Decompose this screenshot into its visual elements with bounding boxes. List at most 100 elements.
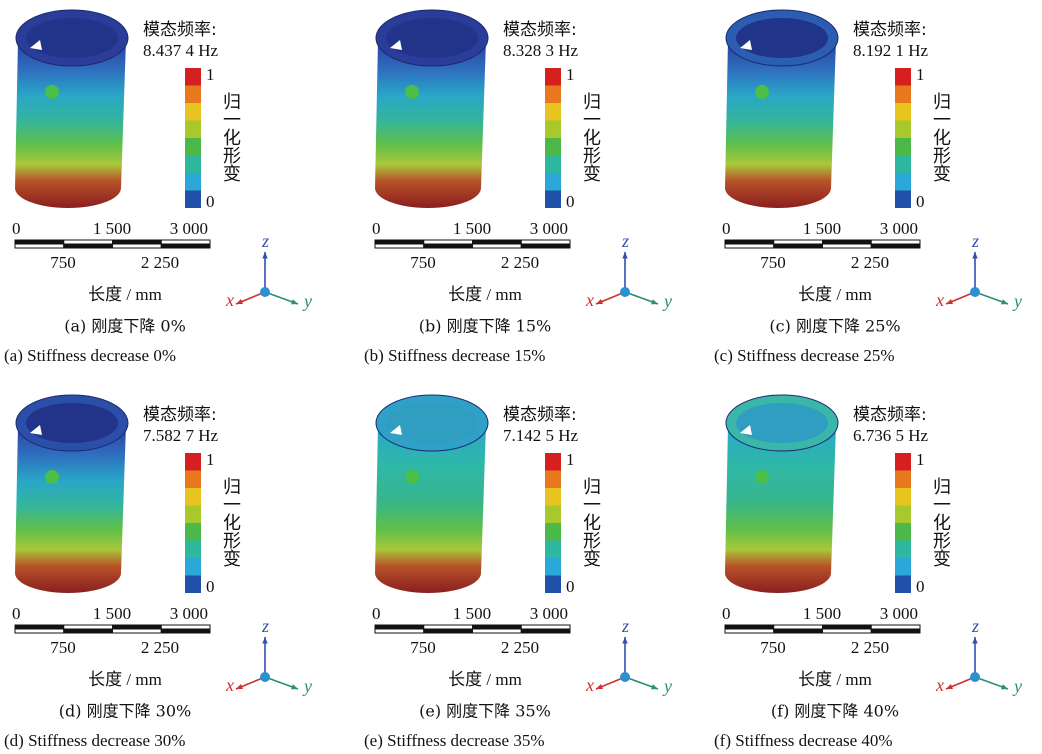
z-axis-head	[622, 637, 627, 643]
colorbar-segment	[185, 471, 201, 489]
scale-label: 2 250	[501, 253, 539, 272]
axis-label: x	[935, 675, 944, 695]
axis-label: y	[662, 676, 672, 696]
scale-label: 2 250	[141, 253, 179, 272]
scale-label: 0	[12, 219, 21, 238]
colorbar-segment	[895, 488, 911, 506]
scale-segment	[424, 244, 473, 248]
scale-segment	[473, 625, 522, 629]
figure: 模态频率:8.437 4 Hz10归一化形变01 5003 0007502 25…	[0, 0, 1042, 754]
scale-label: 2 250	[851, 638, 889, 657]
panel: 模态频率:6.736 5 Hz10归一化形变01 5003 0007502 25…	[714, 395, 1022, 750]
axis-label: x	[585, 290, 594, 310]
colorbar-max: 1	[566, 450, 575, 469]
x-axis-head	[236, 684, 243, 689]
colorbar-segment	[895, 541, 911, 559]
colorbar-segment	[545, 103, 561, 121]
axis-origin	[620, 287, 630, 297]
scale-segment	[424, 629, 473, 633]
scale-segment	[774, 244, 823, 248]
colorbar-segment	[895, 471, 911, 489]
x-axis-head	[596, 684, 603, 689]
colorbar-segment	[895, 121, 911, 139]
caption-en: (d) Stiffness decrease 30%	[4, 731, 185, 750]
scale-segment	[725, 240, 774, 244]
caption-en: (f) Stiffness decrease 40%	[714, 731, 893, 750]
colorbar-segment	[545, 191, 561, 209]
colorbar-title: 归一化形变	[220, 477, 241, 567]
axis-label: z	[621, 231, 629, 251]
scale-segment	[871, 629, 920, 633]
scale-segment	[375, 625, 424, 629]
axis-label: z	[261, 616, 269, 636]
colorbar-segment	[545, 173, 561, 191]
scale-label: 0	[372, 219, 381, 238]
axis-label: x	[225, 290, 234, 310]
colorbar-max: 1	[566, 65, 575, 84]
scale-label: 1 500	[803, 219, 841, 238]
colorbar-min: 0	[566, 577, 575, 596]
colorbar-max: 1	[206, 65, 215, 84]
scale-segment	[823, 240, 872, 244]
scale-segment	[871, 240, 920, 244]
y-axis-head	[1001, 684, 1008, 689]
page: {"panels": [ {"freq_label": "模态频率:", "fr…	[0, 0, 1042, 754]
frequency-label: 模态频率:	[853, 405, 927, 425]
colorbar-segment	[895, 103, 911, 121]
cylinder-inner	[26, 18, 118, 58]
cylinder-inner	[736, 403, 828, 443]
colorbar-segment	[545, 488, 561, 506]
y-axis-head	[291, 299, 298, 304]
scale-segment	[113, 244, 162, 248]
colorbar-title: 归一化形变	[930, 92, 951, 182]
colorbar-segment	[895, 576, 911, 594]
z-axis-head	[262, 637, 267, 643]
frequency-value: 8.437 4 Hz	[143, 41, 219, 60]
scale-segment	[871, 625, 920, 629]
colorbar-title: 归一化形变	[580, 92, 601, 182]
scale-unit: 长度 / mm	[798, 670, 872, 689]
axis-label: y	[1012, 676, 1022, 696]
frequency-value: 7.582 7 Hz	[143, 426, 219, 445]
colorbar-segment	[545, 576, 561, 594]
scale-unit: 长度 / mm	[448, 670, 522, 689]
y-axis-head	[291, 684, 298, 689]
scale-segment	[113, 240, 162, 244]
scale-label: 3 000	[880, 219, 918, 238]
scale-segment	[823, 629, 872, 633]
scale-label: 0	[12, 604, 21, 623]
scale-segment	[161, 629, 210, 633]
cylinder-inner	[386, 18, 478, 58]
scale-segment	[521, 625, 570, 629]
frequency-value: 7.142 5 Hz	[503, 426, 579, 445]
colorbar-segment	[185, 121, 201, 139]
colorbar-min: 0	[916, 192, 925, 211]
cylinder-hole	[405, 85, 419, 99]
scale-segment	[15, 625, 64, 629]
scale-segment	[375, 244, 424, 248]
scale-label: 2 250	[141, 638, 179, 657]
caption-en: (c) Stiffness decrease 25%	[714, 346, 894, 365]
scale-segment	[774, 240, 823, 244]
frequency-label: 模态频率:	[503, 20, 577, 40]
colorbar-max: 1	[916, 450, 925, 469]
scale-segment	[725, 629, 774, 633]
scale-segment	[774, 625, 823, 629]
scale-label: 2 250	[851, 253, 889, 272]
cylinder-hole	[405, 470, 419, 484]
colorbar-segment	[545, 156, 561, 174]
scale-label: 2 250	[501, 638, 539, 657]
scale-label: 3 000	[170, 604, 208, 623]
colorbar-segment	[895, 558, 911, 576]
colorbar-segment	[185, 173, 201, 191]
colorbar-segment	[185, 541, 201, 559]
scale-label: 1 500	[93, 219, 131, 238]
colorbar-segment	[545, 138, 561, 156]
y-axis-head	[1001, 299, 1008, 304]
colorbar-segment	[545, 471, 561, 489]
caption-cn: (d) 刚度下降 30%	[59, 702, 191, 721]
colorbar-segment	[545, 541, 561, 559]
scale-segment	[424, 625, 473, 629]
axis-label: x	[585, 675, 594, 695]
